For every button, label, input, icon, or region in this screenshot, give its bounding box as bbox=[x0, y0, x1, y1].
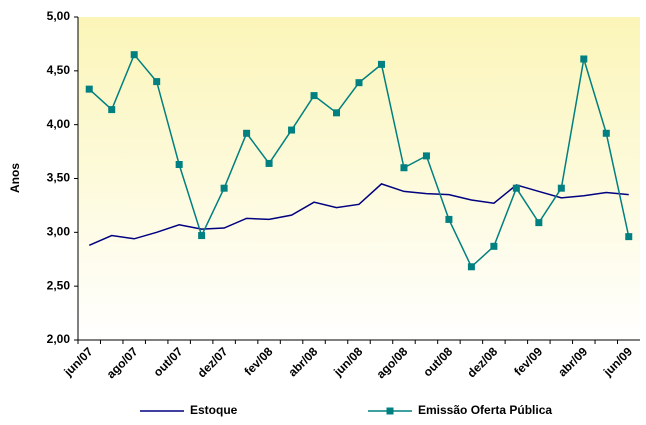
x-tick-label: jun/07 bbox=[60, 344, 95, 379]
marker bbox=[512, 184, 520, 192]
marker bbox=[265, 159, 273, 167]
x-tick-label: dez/08 bbox=[464, 344, 500, 380]
x-tick-label: ago/07 bbox=[104, 344, 141, 381]
x-tick-label: abr/08 bbox=[286, 344, 321, 379]
y-tick-label: 4,00 bbox=[47, 117, 71, 131]
marker bbox=[377, 60, 385, 68]
x-tick-label: abr/09 bbox=[555, 344, 590, 379]
marker bbox=[175, 161, 183, 169]
x-tick-label: dez/07 bbox=[195, 344, 231, 380]
marker bbox=[108, 106, 116, 114]
marker bbox=[310, 92, 318, 100]
series-line bbox=[88, 183, 629, 246]
marker bbox=[333, 109, 341, 117]
marker bbox=[355, 79, 363, 87]
x-tick-label: fev/09 bbox=[511, 344, 545, 378]
marker bbox=[490, 242, 498, 250]
y-tick-label: 4,50 bbox=[47, 63, 71, 77]
marker bbox=[625, 233, 633, 241]
y-axis-label: Anos bbox=[8, 163, 22, 193]
legend-label: Estoque bbox=[190, 403, 238, 417]
x-tick-label: fev/08 bbox=[241, 344, 275, 378]
x-tick-label: out/08 bbox=[420, 344, 455, 379]
y-tick-label: 5,00 bbox=[47, 9, 71, 23]
marker bbox=[130, 51, 138, 59]
marker bbox=[422, 152, 430, 160]
marker bbox=[288, 126, 296, 134]
marker bbox=[85, 85, 93, 93]
x-tick-label: ago/08 bbox=[374, 344, 411, 381]
plot-area bbox=[78, 17, 640, 340]
marker bbox=[220, 184, 228, 192]
marker bbox=[557, 184, 565, 192]
legend-label: Emissão Oferta Pública bbox=[418, 403, 552, 417]
marker bbox=[467, 263, 475, 271]
marker bbox=[580, 55, 588, 63]
y-tick-label: 3,00 bbox=[47, 225, 71, 239]
y-tick-label: 2,50 bbox=[47, 278, 71, 292]
x-tick-label: out/07 bbox=[151, 344, 186, 379]
marker bbox=[243, 129, 251, 137]
marker bbox=[602, 129, 610, 137]
y-tick-label: 2,00 bbox=[47, 332, 71, 346]
marker bbox=[535, 219, 543, 227]
x-tick-label: jun/09 bbox=[600, 344, 635, 379]
legend-marker bbox=[386, 407, 394, 415]
marker bbox=[400, 164, 408, 172]
marker bbox=[153, 78, 161, 86]
x-tick-label: jun/08 bbox=[330, 344, 365, 379]
y-tick-label: 3,50 bbox=[47, 171, 71, 185]
marker bbox=[198, 232, 206, 240]
marker bbox=[445, 215, 453, 223]
